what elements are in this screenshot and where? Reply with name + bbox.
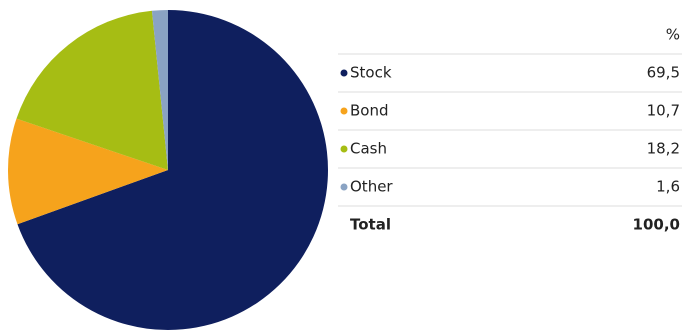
pie-slice xyxy=(16,10,169,171)
value-label: 18,2 xyxy=(647,140,680,158)
total-value: 100,0 xyxy=(633,216,680,234)
legend-label: Other xyxy=(350,178,393,196)
legend-swatch xyxy=(340,183,348,191)
value-header: % xyxy=(666,26,680,44)
pie-slice xyxy=(7,118,168,225)
pie-slice xyxy=(17,10,329,330)
legend-swatch xyxy=(340,107,348,115)
legend-label: Bond xyxy=(350,102,389,120)
legend-label: Cash xyxy=(350,140,387,158)
legend-swatch xyxy=(340,145,348,153)
legend-swatch xyxy=(340,69,348,77)
value-label: 10,7 xyxy=(647,102,680,120)
value-label: 69,5 xyxy=(647,64,680,82)
legend-label: Stock xyxy=(350,64,392,82)
pie-slice xyxy=(151,10,168,170)
value-label: 1,6 xyxy=(656,178,680,196)
total-label: Total xyxy=(350,216,391,234)
